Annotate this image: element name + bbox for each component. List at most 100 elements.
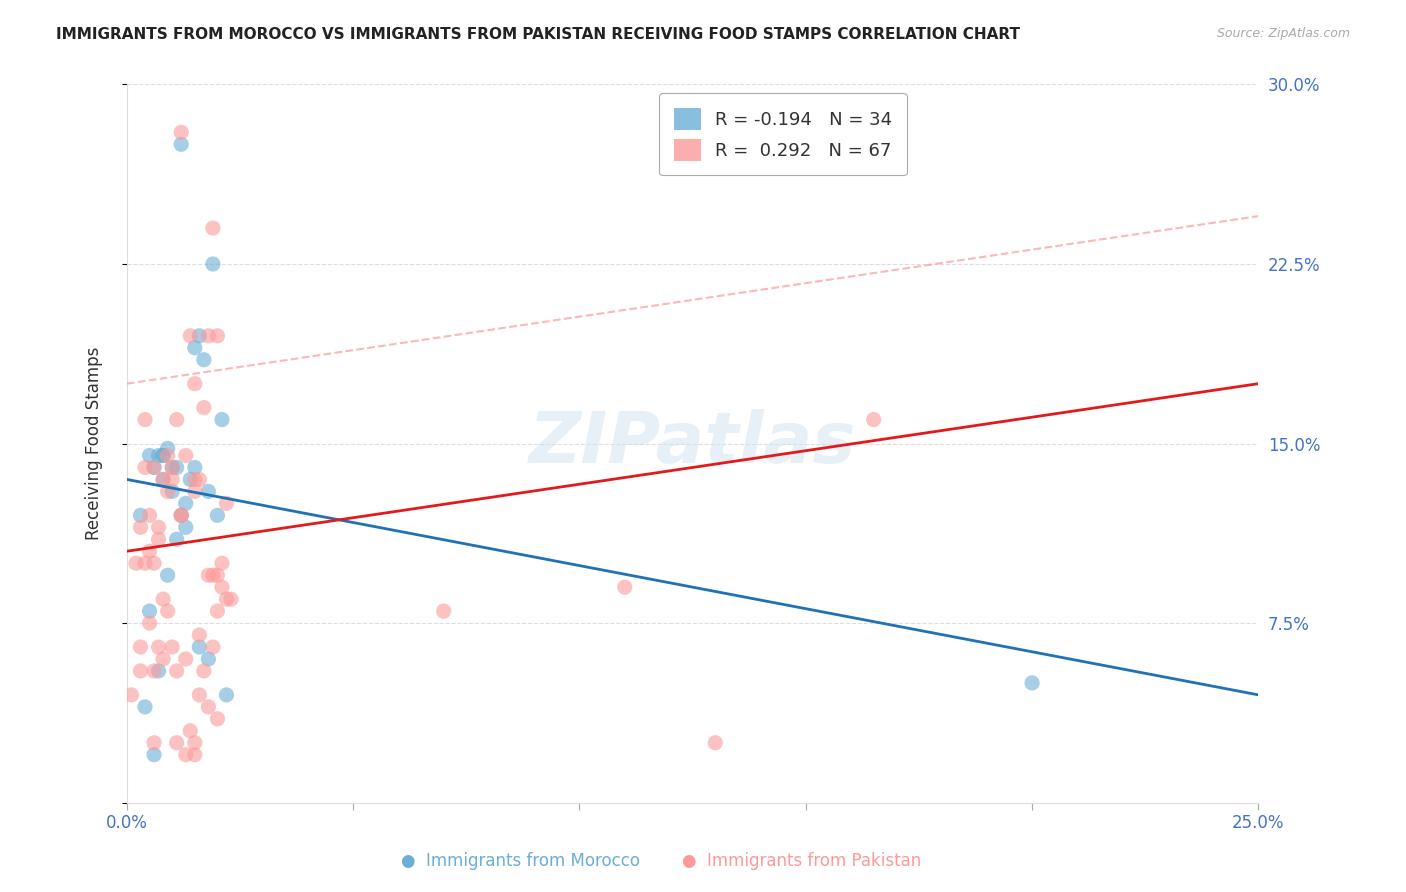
Point <box>184 747 207 762</box>
Text: ●  Immigrants from Morocco: ● Immigrants from Morocco <box>401 852 640 870</box>
Text: IMMIGRANTS FROM MOROCCO VS IMMIGRANTS FROM PAKISTAN RECEIVING FOOD STAMPS CORREL: IMMIGRANTS FROM MOROCCO VS IMMIGRANTS FR… <box>56 27 1021 42</box>
Point <box>704 736 727 750</box>
Point <box>138 615 160 630</box>
Point <box>129 520 152 534</box>
Point <box>134 412 156 426</box>
Point <box>197 699 219 714</box>
Point <box>134 699 156 714</box>
Point <box>134 460 156 475</box>
Point <box>207 328 229 343</box>
Point <box>188 472 211 486</box>
Point <box>179 472 201 486</box>
Point <box>160 484 183 499</box>
Point <box>197 652 219 666</box>
Point <box>170 508 193 523</box>
Point <box>170 137 193 152</box>
Point <box>201 221 224 235</box>
Point <box>174 520 197 534</box>
Point <box>138 604 160 618</box>
Point <box>207 508 229 523</box>
Point <box>215 592 238 607</box>
Point <box>193 664 215 678</box>
Point <box>215 688 238 702</box>
Point <box>174 652 197 666</box>
Point <box>1021 676 1043 690</box>
Point <box>170 508 193 523</box>
Point <box>143 736 166 750</box>
Point <box>201 257 224 271</box>
Point <box>193 401 215 415</box>
Point <box>143 664 166 678</box>
Point <box>134 556 156 570</box>
Point <box>156 604 179 618</box>
Point <box>207 568 229 582</box>
Point <box>160 460 183 475</box>
Point <box>179 723 201 738</box>
Point <box>160 640 183 654</box>
Point <box>166 736 188 750</box>
Point <box>148 449 170 463</box>
Point <box>433 604 456 618</box>
Point <box>197 328 219 343</box>
Point <box>148 640 170 654</box>
Point <box>184 484 207 499</box>
Legend: R = -0.194   N = 34, R =  0.292   N = 67: R = -0.194 N = 34, R = 0.292 N = 67 <box>659 94 907 176</box>
Y-axis label: Receiving Food Stamps: Receiving Food Stamps <box>86 347 103 541</box>
Text: ZIPatlas: ZIPatlas <box>529 409 856 478</box>
Point <box>197 568 219 582</box>
Point <box>170 125 193 139</box>
Point <box>184 341 207 355</box>
Point <box>143 556 166 570</box>
Point <box>129 640 152 654</box>
Point <box>138 508 160 523</box>
Point <box>160 460 183 475</box>
Point <box>143 460 166 475</box>
Point <box>166 460 188 475</box>
Point <box>143 747 166 762</box>
Point <box>184 460 207 475</box>
Point <box>148 664 170 678</box>
Point <box>160 472 183 486</box>
Point <box>197 484 219 499</box>
Point <box>152 449 174 463</box>
Point <box>193 352 215 367</box>
Point <box>156 568 179 582</box>
Point <box>156 442 179 456</box>
Point <box>184 736 207 750</box>
Point <box>215 496 238 510</box>
Point <box>148 520 170 534</box>
Point <box>156 484 179 499</box>
Point <box>184 376 207 391</box>
Point <box>143 460 166 475</box>
Point <box>174 496 197 510</box>
Point <box>201 640 224 654</box>
Point <box>152 472 174 486</box>
Point <box>166 533 188 547</box>
Point <box>179 328 201 343</box>
Point <box>211 580 233 594</box>
Point <box>201 568 224 582</box>
Point <box>166 412 188 426</box>
Point <box>156 449 179 463</box>
Point <box>211 556 233 570</box>
Point <box>138 449 160 463</box>
Point <box>129 508 152 523</box>
Point <box>613 580 636 594</box>
Point <box>148 533 170 547</box>
Point <box>188 328 211 343</box>
Point <box>184 472 207 486</box>
Point <box>138 544 160 558</box>
Point <box>211 412 233 426</box>
Point <box>174 747 197 762</box>
Text: Source: ZipAtlas.com: Source: ZipAtlas.com <box>1216 27 1350 40</box>
Point <box>174 449 197 463</box>
Point <box>152 652 174 666</box>
Point <box>152 472 174 486</box>
Point <box>125 556 148 570</box>
Point <box>129 664 152 678</box>
Point <box>152 592 174 607</box>
Point <box>207 712 229 726</box>
Point <box>219 592 242 607</box>
Point <box>188 640 211 654</box>
Point <box>188 628 211 642</box>
